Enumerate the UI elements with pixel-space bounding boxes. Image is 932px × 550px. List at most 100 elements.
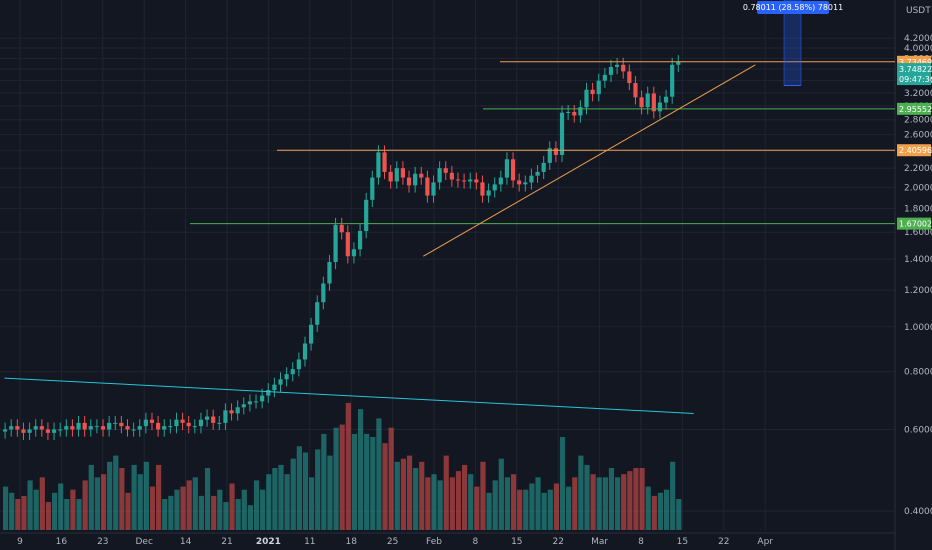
volume-bar (76, 499, 82, 530)
candle-body (633, 83, 638, 98)
y-tick-label: 2.80000 (904, 116, 932, 126)
y-tick-label: 0.80000 (904, 368, 932, 378)
volume-bar (462, 464, 468, 530)
volume-bar (663, 489, 670, 530)
candle-body (351, 249, 357, 257)
candle-body (39, 426, 44, 430)
volume-bar (547, 489, 553, 530)
candle-body (345, 232, 350, 257)
volume-bar (498, 458, 504, 530)
volume-bar (553, 483, 559, 530)
volume-bar (676, 499, 682, 530)
candle-body (333, 224, 338, 262)
y-tick-label: 1.80000 (904, 205, 932, 215)
volume-bar (639, 468, 645, 530)
candle-body (663, 96, 669, 103)
volume-bar (633, 468, 639, 530)
volume-bar (266, 474, 272, 530)
volume-bar (474, 486, 480, 530)
candle-body (474, 179, 479, 183)
level-label-box (897, 102, 931, 115)
volume-bar (608, 468, 615, 530)
candle-body (186, 422, 191, 427)
candle-body (639, 97, 644, 108)
candle-body (33, 426, 38, 430)
candle-body (676, 62, 681, 65)
candle-body (15, 426, 20, 430)
candle-body (437, 168, 442, 183)
volume-bar (578, 455, 584, 530)
volume-bar (455, 471, 462, 530)
volume-bar (284, 474, 290, 530)
candle-body (125, 426, 130, 430)
volume-bar (584, 464, 590, 530)
volume-bar (217, 489, 223, 530)
candle-body (486, 190, 491, 196)
volume-bar (51, 492, 58, 530)
candle-body (517, 180, 522, 185)
volume-bar (657, 492, 664, 530)
volume-bar (590, 474, 596, 530)
volume-bar (204, 468, 211, 530)
candle-body (327, 261, 332, 284)
candle-body (510, 159, 516, 181)
volume-bar (449, 477, 455, 530)
volume-bar (425, 477, 431, 530)
volume-bar (309, 477, 315, 530)
x-tick-label: 8 (473, 537, 479, 547)
x-tick-label: 11 (304, 537, 315, 547)
x-tick-label: 9 (17, 537, 23, 547)
candle-body (70, 426, 75, 430)
y-tick-label: 3.20000 (904, 89, 932, 99)
y-tick-label: 0.60000 (904, 425, 932, 435)
candle-body (113, 422, 118, 424)
x-tick-label: 23 (97, 537, 108, 547)
y-tick-label: 1.60000 (904, 228, 932, 238)
candle-body (315, 302, 320, 325)
y-tick-label: 0.40000 (904, 507, 932, 517)
volume-bar (339, 424, 345, 530)
candle-body (547, 148, 552, 163)
last-price-box (897, 63, 931, 86)
candle-body (590, 89, 595, 95)
candle-body (578, 107, 583, 116)
candle-body (27, 429, 32, 433)
volume-bar (523, 489, 529, 530)
volume-bar (241, 489, 247, 530)
candle-body (107, 422, 112, 430)
candle-body (45, 429, 51, 433)
volume-bar (125, 492, 131, 530)
y-tick-label: 2.20000 (904, 164, 932, 174)
volume-bar (278, 464, 284, 530)
candle-body (235, 407, 240, 414)
volume-bar (510, 474, 517, 530)
candle-body (204, 416, 210, 420)
x-tick-label: 15 (511, 537, 522, 547)
volume-bar (39, 477, 45, 530)
volume-bar (443, 455, 449, 530)
candle-body (645, 93, 650, 108)
volume-bar (645, 486, 651, 530)
candle-body (272, 384, 277, 391)
candle-body (309, 324, 314, 344)
candle-body (321, 283, 326, 303)
candle-body (553, 148, 558, 155)
volume-bar (400, 458, 406, 530)
x-tick-label: 14 (180, 537, 192, 547)
candle-body (357, 230, 363, 250)
volume-bar (357, 409, 364, 530)
y-tick-label: 2.00000 (904, 183, 932, 193)
volume-bar (541, 492, 547, 530)
volume-bar (131, 464, 137, 530)
volume-bar (621, 474, 627, 530)
volume-bar (388, 427, 394, 530)
volume-bar (333, 427, 339, 530)
candle-body (278, 379, 283, 385)
candle-body (657, 102, 663, 112)
x-tick-label: Feb (426, 537, 442, 547)
volume-bar (149, 486, 156, 530)
volume-bar (9, 492, 15, 530)
volume-bar (419, 461, 425, 530)
